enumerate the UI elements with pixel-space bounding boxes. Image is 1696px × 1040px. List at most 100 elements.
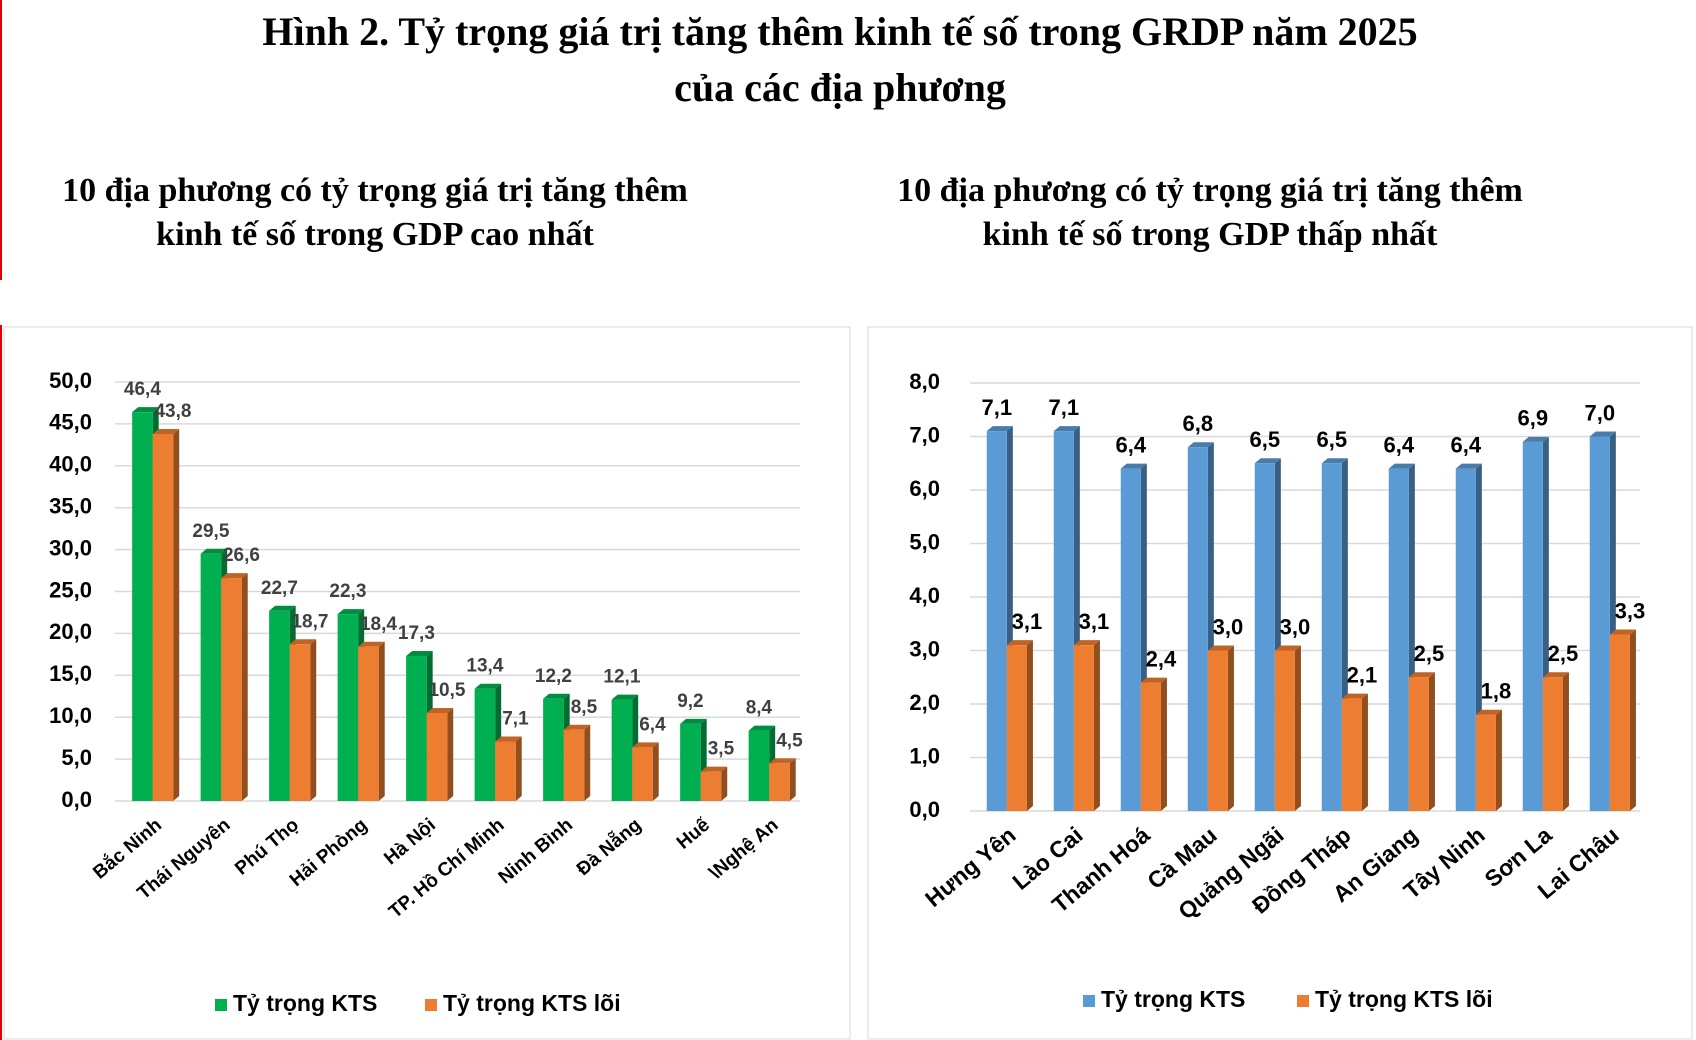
value-label: 10,5 [428,680,465,701]
bar [632,747,653,801]
value-label: 3,5 [708,739,735,760]
bar-top [1140,677,1167,683]
y-tick-label: 0,0 [61,787,92,812]
y-tick-label: 25,0 [49,577,92,602]
bar-top [1321,458,1348,464]
bar [1542,677,1563,811]
value-label: 6,4 [1116,432,1147,457]
bar-top [426,708,454,714]
bar-top [680,718,707,724]
bar [269,610,290,801]
x-tick-label: \Nghệ An [706,815,783,884]
bar-top [769,758,796,764]
y-tick-label: 1,0 [909,743,940,768]
bar-top [1609,629,1636,635]
value-label: 3,3 [1615,598,1646,623]
bar [1589,436,1610,811]
bar [563,729,585,801]
bar [1073,645,1094,811]
y-tick-label: 0,0 [909,797,940,822]
y-tick-label: 20,0 [49,619,92,644]
value-label: 18,4 [360,614,397,635]
value-label: 6,4 [1451,432,1482,457]
bar-top [221,573,248,579]
y-tick-label: 5,0 [909,529,940,554]
bar-side [1227,645,1234,811]
bar-top [1073,640,1100,646]
value-label: 9,2 [677,691,703,712]
bar-side [447,708,454,801]
bar-top [495,736,522,742]
bar-top [611,694,639,700]
x-tick-label: TP. Hồ Chí Minh [385,815,508,923]
value-label: 7,0 [1585,400,1616,425]
legend-swatch [215,999,227,1011]
y-tick-label: 30,0 [49,535,92,560]
bar [1274,650,1295,811]
legend-label: Tỷ trọng KTS lõi [443,990,621,1016]
y-tick-label: 15,0 [49,661,92,686]
bar-top [406,651,433,657]
value-label: 2,5 [1414,641,1445,666]
bar-top [543,693,570,699]
value-label: 2,1 [1347,662,1378,687]
value-label: 2,4 [1146,646,1177,671]
bar-side [1629,629,1636,811]
bar-top [269,605,296,611]
bar-top [748,725,776,731]
bar [769,763,790,801]
bar [289,644,311,801]
bar-side [1294,645,1301,811]
y-tick-label: 7,0 [909,422,940,447]
bar [1455,468,1476,811]
bar-top [1274,645,1301,651]
value-label: 3,0 [1213,614,1244,639]
bar-top [1053,426,1080,432]
bar-side [584,724,591,801]
y-tick-label: 5,0 [61,745,92,770]
bar-top [1475,709,1502,715]
bar-side [515,736,522,801]
bar [426,713,448,801]
chart-frame [867,326,1693,1040]
bar [748,730,770,801]
bar [200,553,222,801]
value-label: 13,4 [466,656,503,677]
bar-top [200,548,228,554]
bar [680,723,701,801]
bar-top [289,639,317,645]
bar [132,412,153,801]
y-tick-label: 3,0 [909,636,940,661]
figure-title: của các địa phương [674,65,1006,110]
bar [543,698,564,801]
value-label: 17,3 [398,623,435,644]
bar-top [563,724,591,730]
bar [495,741,516,801]
chart-title: 10 địa phương có tỷ trọng giá trị tăng t… [897,172,1523,209]
legend-label: Tỷ trọng KTS lõi [1315,986,1493,1012]
value-label: 3,1 [1012,609,1043,634]
value-label: 4,5 [776,730,803,751]
legend-label: Tỷ trọng KTS [233,990,377,1016]
value-label: 12,2 [535,666,572,687]
bar [1053,431,1074,811]
bar-side [241,573,248,801]
bar [986,431,1007,811]
bar [1254,463,1275,811]
legend-swatch [425,999,437,1011]
bar [152,433,174,801]
bar-top [152,428,180,434]
value-label: 7,1 [1049,395,1080,420]
value-label: 22,3 [329,581,366,602]
bar-side [1495,709,1502,811]
bar [1207,650,1228,811]
y-tick-label: 2,0 [909,690,940,715]
chart-frame [3,326,851,1040]
x-tick-label: Hưng Yên [920,822,1021,912]
bar-side [721,766,728,801]
bar-top [1006,640,1033,646]
bar-top [1455,463,1482,469]
bar [1475,714,1496,811]
value-label: 6,4 [639,714,666,735]
